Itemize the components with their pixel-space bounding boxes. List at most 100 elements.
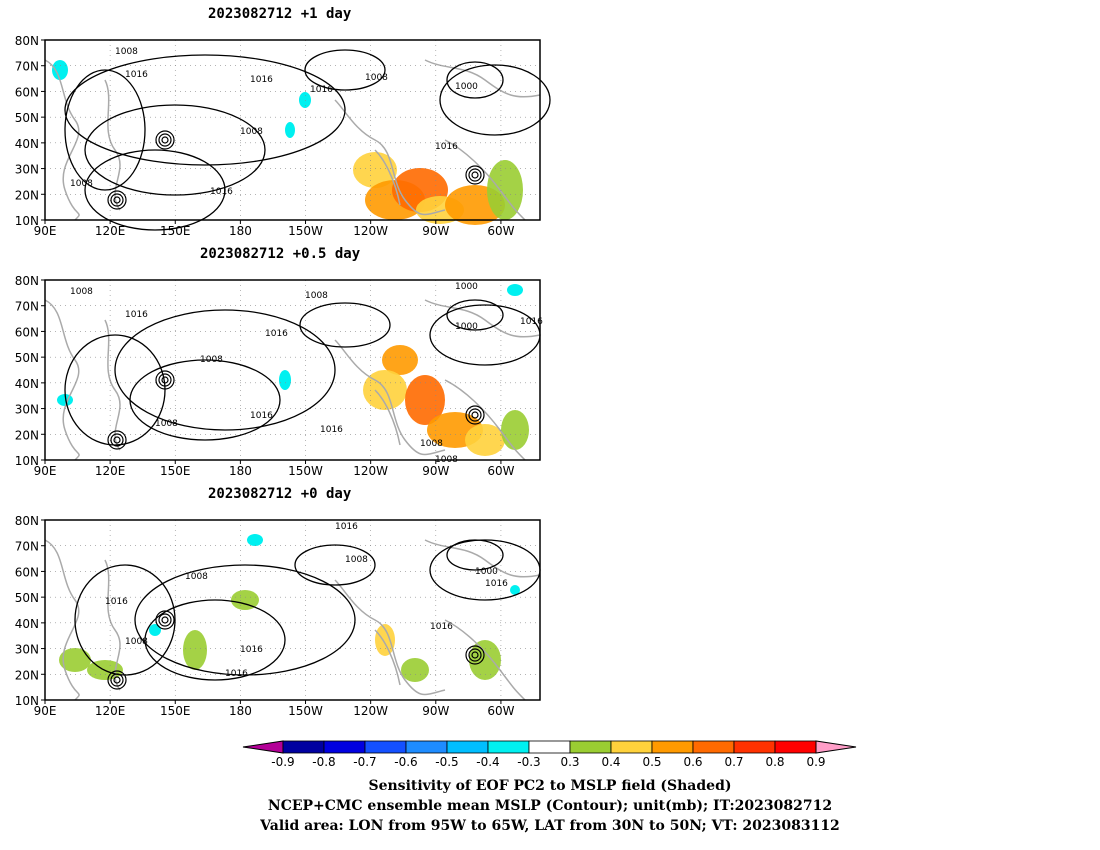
colorbar-label: -0.4 xyxy=(476,755,499,769)
lat-label: 10N xyxy=(15,454,39,468)
map-panels: 1008 1016 1016 1008 1016 1000 1008 1016 1008 1016… xyxy=(15,34,551,718)
isobar-2 xyxy=(144,599,286,681)
contour-label: 1016 xyxy=(430,622,453,632)
lat-label: 80N xyxy=(15,514,39,528)
lat-label: 70N xyxy=(15,60,39,74)
colorbar-cell-4 xyxy=(405,740,448,754)
lon-label: 150E xyxy=(160,224,191,238)
cyclone-ring-3 xyxy=(468,168,482,182)
contour-label: 1008 xyxy=(305,291,328,301)
contour-label: 1016 xyxy=(310,85,333,95)
shade-positive-1 xyxy=(382,345,418,375)
caption-line-1: Sensitivity of EOF PC2 to MSLP field (Sh… xyxy=(368,778,732,794)
cyclone-ring-2 xyxy=(113,676,121,684)
contour-label: 1008 xyxy=(70,287,93,297)
cyclone-ring-2 xyxy=(110,433,124,447)
contour-label: 1016 xyxy=(520,317,543,327)
cyclone-ring-1 xyxy=(155,130,175,150)
cyclone-ring-1 xyxy=(155,370,175,390)
isobar-5 xyxy=(294,544,376,586)
coastline-2 xyxy=(104,319,121,451)
map-frame xyxy=(44,519,541,701)
shade-positive-5 xyxy=(375,624,395,656)
cyclone-ring-1 xyxy=(158,373,172,387)
colorbar-extend-high xyxy=(815,740,857,754)
lon-label: 120E xyxy=(95,464,126,478)
contour-label: 1008 xyxy=(200,355,223,365)
contour-label: 1008 xyxy=(115,47,138,57)
lat-label: 20N xyxy=(15,188,39,202)
panel-1-title: 2023082712 +1 day xyxy=(208,6,352,22)
isobar-2 xyxy=(129,359,281,441)
shade-positive-6 xyxy=(501,410,529,450)
lon-label: 120W xyxy=(353,224,388,238)
contour-label: 1000 xyxy=(455,322,478,332)
shade-negative-1 xyxy=(52,60,68,80)
cyclone-ring-2 xyxy=(110,673,124,687)
shade-positive-1 xyxy=(353,152,397,188)
lat-label: 30N xyxy=(15,643,39,657)
contour-label: 1000 xyxy=(455,282,478,292)
isobar-6 xyxy=(64,69,146,191)
colorbar-cell-10 xyxy=(651,740,694,754)
isobar-2 xyxy=(84,104,266,196)
shade-negative-3 xyxy=(285,122,295,138)
shade-positive-1 xyxy=(59,648,91,672)
shade-positive-5 xyxy=(465,424,505,456)
colorbar-label: 0.8 xyxy=(765,755,784,769)
cyclone-ring-3 xyxy=(468,408,482,422)
lon-label: 90E xyxy=(34,464,57,478)
lon-label: 180 xyxy=(229,224,252,238)
colorbar-cell-8 xyxy=(569,740,612,754)
colorbar-cell-7 xyxy=(528,740,571,754)
isobar-3 xyxy=(84,149,226,231)
coastline-6 xyxy=(444,619,526,701)
coastline-3 xyxy=(334,339,446,456)
isobar-6 xyxy=(64,334,166,446)
contour-label: 1008 xyxy=(70,179,93,189)
coastline-4 xyxy=(374,389,401,446)
lon-label: 150E xyxy=(160,464,191,478)
contour-label: 1016 xyxy=(250,75,273,85)
colorbar-label: -0.5 xyxy=(435,755,458,769)
lat-label: 80N xyxy=(15,274,39,288)
cyclone-ring-1 xyxy=(161,136,169,144)
lon-label: 90E xyxy=(34,704,57,718)
colorbar-cell-11 xyxy=(692,740,735,754)
lon-label: 150W xyxy=(288,704,323,718)
contour-label: 1008 xyxy=(365,73,388,83)
cyclone-ring-1 xyxy=(158,613,172,627)
shade-positive-6 xyxy=(487,160,523,220)
lon-label: 120W xyxy=(353,464,388,478)
map-frame xyxy=(44,39,541,221)
lat-label: 20N xyxy=(15,668,39,682)
coastline-5 xyxy=(424,539,541,578)
map-panel-2: 1008 1016 1008 1000 1000 1016 1016 1008 1016 1016… xyxy=(15,274,543,478)
coastline-1 xyxy=(44,299,80,461)
cyclone-ring-2 xyxy=(110,193,124,207)
lon-label: 90W xyxy=(422,704,449,718)
contour-label: 1016 xyxy=(125,310,148,320)
lon-label: 90E xyxy=(34,224,57,238)
shade-positive-3 xyxy=(405,375,445,425)
shade-negative-3 xyxy=(510,585,520,595)
colorbar-label: 0.7 xyxy=(724,755,743,769)
lon-label: 180 xyxy=(229,464,252,478)
coastline-5 xyxy=(424,299,541,338)
contour-label: 1016 xyxy=(250,411,273,421)
map-panel-3: 1016 1008 1008 1016 1000 1016 1016 1008 1016 1016… xyxy=(15,514,541,718)
cyclone-ring-2 xyxy=(113,196,121,204)
lon-label: 120E xyxy=(95,704,126,718)
cyclone-ring-3 xyxy=(468,648,482,662)
colorbar-cell-6 xyxy=(487,740,530,754)
colorbar-cell-12 xyxy=(733,740,776,754)
coastline-4 xyxy=(374,149,401,206)
shade-negative-3 xyxy=(507,284,523,296)
colorbar-label: -0.3 xyxy=(517,755,540,769)
colorbar-label: 0.4 xyxy=(601,755,620,769)
contour-label: 1008 xyxy=(420,439,443,449)
lon-label: 60W xyxy=(487,224,514,238)
caption-line-2: NCEP+CMC ensemble mean MSLP (Contour); u… xyxy=(267,798,833,814)
shade-positive-4 xyxy=(231,590,259,610)
coastline-2 xyxy=(104,79,121,211)
